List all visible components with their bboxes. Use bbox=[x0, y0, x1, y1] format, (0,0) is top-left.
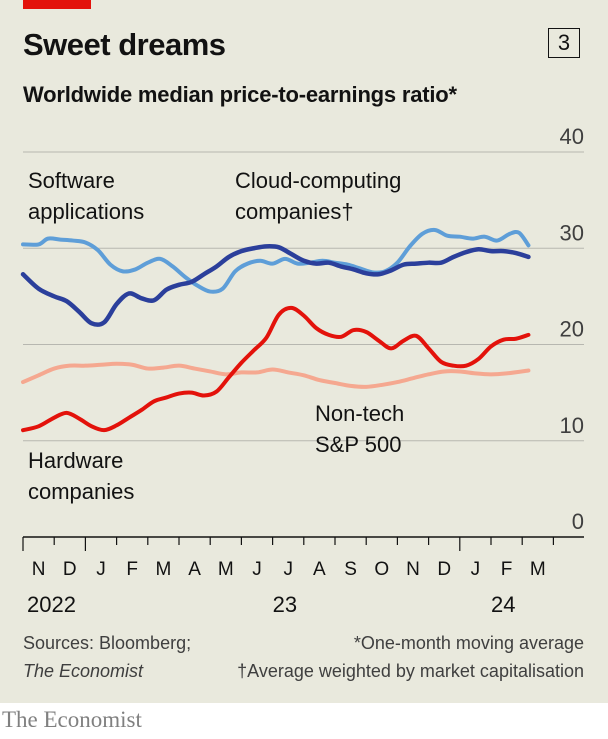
x-month-label: M bbox=[155, 559, 171, 580]
sources-text: Sources: Bloomberg; bbox=[23, 633, 192, 653]
y-tick-label-40: 40 bbox=[560, 124, 584, 149]
x-month-label: J bbox=[252, 559, 262, 580]
series-label-software-applications: Software applications bbox=[28, 168, 144, 224]
x-month-label: N bbox=[32, 559, 46, 580]
x-month-label: A bbox=[188, 559, 201, 580]
y-tick-label-20: 20 bbox=[560, 317, 584, 342]
sources-economist: The Economist bbox=[23, 661, 144, 681]
series-line-hardware-companies bbox=[21, 305, 531, 433]
series-line-cloud-computing-companies bbox=[20, 243, 531, 327]
y-tick-label-10: 10 bbox=[560, 413, 584, 438]
x-month-label: J bbox=[96, 559, 106, 580]
x-month-label: F bbox=[126, 559, 138, 580]
x-month-label: A bbox=[313, 559, 326, 580]
chart-title: Sweet dreams bbox=[23, 27, 226, 62]
x-month-label: F bbox=[501, 559, 513, 580]
chart-panel bbox=[0, 0, 608, 703]
brand-red-bar bbox=[23, 0, 91, 9]
series-line-non-tech-s-p-500 bbox=[21, 361, 531, 389]
x-year-label-24: 24 bbox=[491, 592, 515, 617]
footnote-moving-average: *One-month moving average bbox=[353, 633, 584, 653]
x-month-label: S bbox=[344, 559, 357, 580]
x-month-label: M bbox=[218, 559, 234, 580]
x-month-label: N bbox=[406, 559, 420, 580]
chart-number-badge: 3 bbox=[548, 28, 580, 58]
y-tick-label-0: 0 bbox=[572, 509, 584, 534]
series-label-hardware-companies: Hardware companies bbox=[28, 448, 134, 504]
x-month-label: J bbox=[471, 559, 481, 580]
series-label-non-tech-s-p-500: Non-tech S&P 500 bbox=[315, 401, 404, 457]
series-line-software-applications bbox=[21, 227, 531, 294]
chart-subtitle: Worldwide median price-to-earnings ratio… bbox=[23, 82, 457, 107]
x-month-label: D bbox=[437, 559, 451, 580]
x-month-label: O bbox=[374, 559, 389, 580]
x-year-label-2022: 2022 bbox=[27, 592, 76, 617]
economist-logo-text: The Economist bbox=[2, 707, 142, 732]
x-month-label: D bbox=[63, 559, 77, 580]
y-tick-label-30: 30 bbox=[560, 220, 584, 245]
series-label-cloud-computing-companies: Cloud-computing companies† bbox=[235, 168, 401, 224]
footnote-weighted-average: †Average weighted by market capitalisati… bbox=[237, 661, 584, 681]
x-month-label: M bbox=[530, 559, 546, 580]
x-month-label: J bbox=[283, 559, 293, 580]
x-year-label-23: 23 bbox=[273, 592, 297, 617]
